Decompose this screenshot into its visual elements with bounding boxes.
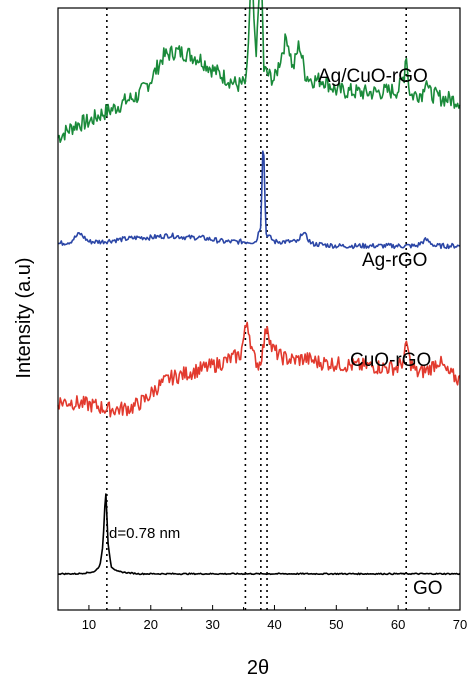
y-axis-label: Intensity (a.u)	[13, 257, 35, 378]
reference-lines	[106, 8, 407, 610]
series-line-go	[57, 493, 461, 576]
series-label-cuo-rgo: CuO-rGO	[350, 350, 431, 371]
x-axis-ticks: 10 20 30 40 50 60 70	[57, 605, 467, 632]
series-line-ag-rgo	[57, 150, 461, 250]
series-line-cuo-rgo	[57, 321, 461, 418]
x-axis-label: 2θ	[247, 657, 269, 679]
series-label-ag-rgo: Ag-rGO	[362, 250, 427, 271]
x-tick-label-70: 70	[453, 617, 467, 632]
x-tick-label-20: 20	[144, 617, 158, 632]
series-lines	[57, 0, 461, 576]
series-line-ag-cuo-rgo	[57, 0, 461, 143]
series-labels: Ag/CuO-rGO Ag-rGO CuO-rGO GO	[318, 66, 443, 599]
d-spacing-annotation: d=0.78 nm	[109, 525, 180, 542]
x-tick-label-40: 40	[267, 617, 281, 632]
series-label-go: GO	[413, 578, 443, 599]
x-tick-label-60: 60	[391, 617, 405, 632]
x-tick-label-10: 10	[82, 617, 96, 632]
series-label-ag-cuo-rgo: Ag/CuO-rGO	[318, 66, 428, 87]
plot-frame	[57, 7, 461, 611]
x-tick-label-30: 30	[205, 617, 219, 632]
x-tick-label-50: 50	[329, 617, 343, 632]
